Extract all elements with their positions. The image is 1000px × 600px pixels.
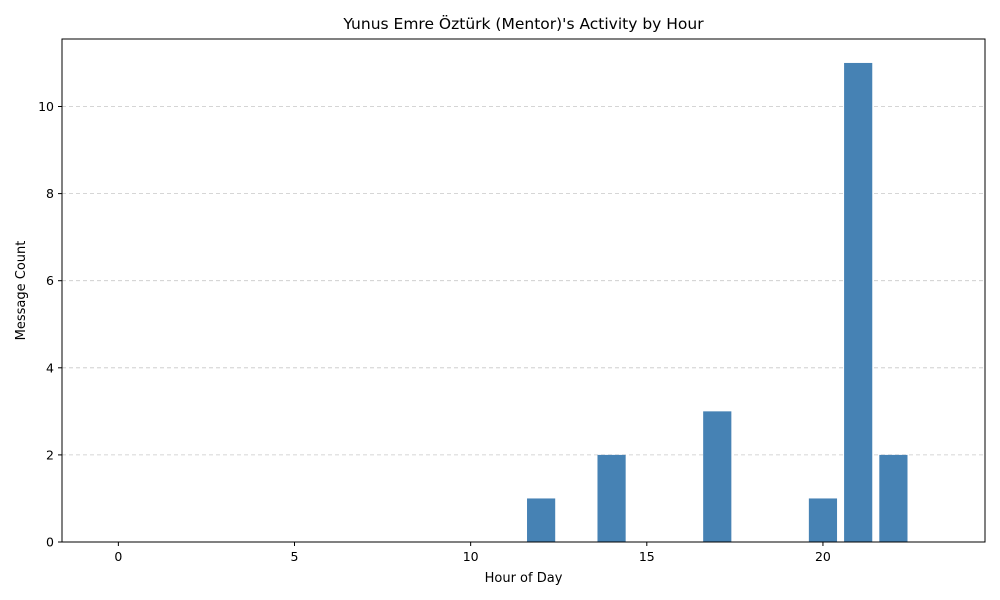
x-tick-label: 10 (463, 549, 479, 564)
x-tick-label: 5 (291, 549, 299, 564)
y-axis-label: Message Count (14, 241, 29, 341)
plot-frame (61, 38, 986, 543)
y-tick-label: 0 (46, 535, 54, 550)
y-tick-label: 10 (38, 99, 54, 114)
y-axis-ticks: 0 2 4 6 8 10 (38, 99, 62, 550)
y-tick-label: 4 (46, 360, 54, 375)
bar-hour-12 (527, 498, 556, 542)
y-tick-label: 2 (46, 447, 54, 462)
bar-hour-21 (844, 62, 873, 542)
x-tick-label: 15 (639, 549, 655, 564)
chart-title: Yunus Emre Öztürk (Mentor)'s Activity by… (342, 14, 704, 33)
y-tick-label: 6 (46, 273, 54, 288)
y-tick-label: 8 (46, 186, 54, 201)
bar-hour-22 (879, 454, 908, 542)
x-tick-label: 20 (815, 549, 831, 564)
bars (527, 62, 908, 542)
bar-hour-17 (703, 411, 732, 542)
x-axis-label: Hour of Day (485, 571, 563, 586)
x-axis-ticks: 0 5 10 15 20 (114, 542, 831, 564)
x-tick-label: 0 (114, 549, 122, 564)
bar-hour-14 (597, 454, 626, 542)
bar-hour-20 (808, 498, 838, 542)
